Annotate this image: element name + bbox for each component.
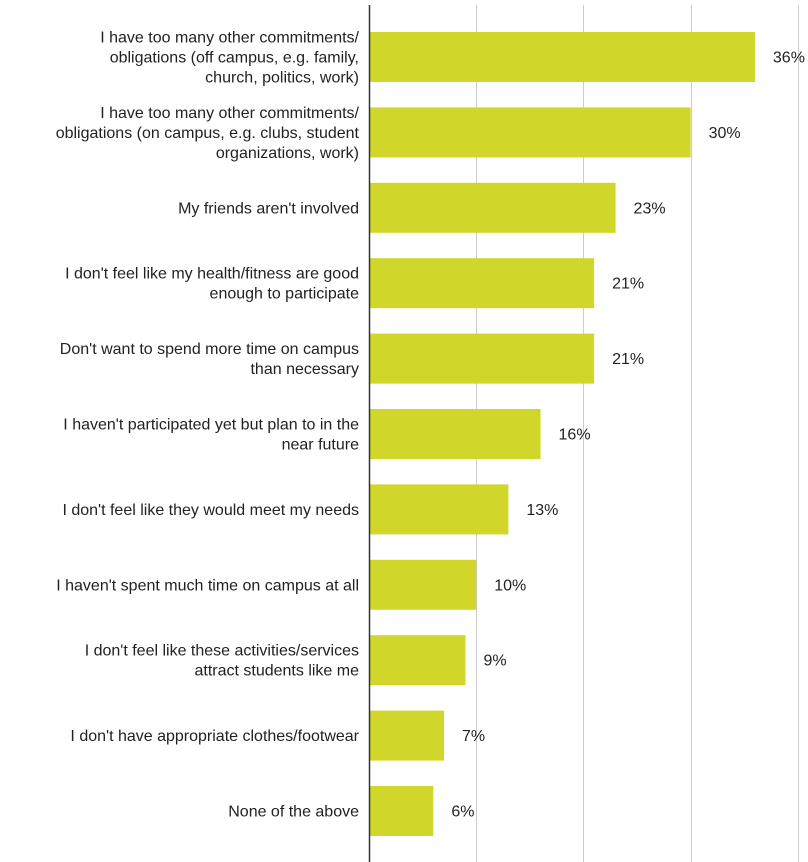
bar (369, 32, 755, 82)
bar (369, 258, 595, 309)
bar (369, 333, 595, 384)
category-label: My friends aren't involved (178, 200, 359, 217)
value-label: 7% (462, 728, 485, 745)
bar (369, 710, 445, 761)
value-label: 6% (451, 804, 474, 821)
bar (369, 559, 477, 610)
category-label: I don't have appropriate clothes/footwea… (70, 728, 359, 745)
bar (369, 635, 466, 686)
value-label: 10% (494, 577, 526, 594)
value-label: 21% (612, 351, 644, 368)
category-label: None of the above (228, 804, 359, 821)
value-label: 16% (559, 427, 591, 444)
category-label: I don't feel like they would meet my nee… (62, 502, 359, 519)
category-label: I don't feel like my health/fitness are … (65, 266, 359, 303)
bar (369, 786, 434, 836)
value-label: 36% (773, 50, 805, 67)
value-label: 30% (709, 125, 741, 142)
bar (369, 107, 691, 158)
value-label: 23% (634, 200, 666, 217)
category-label: I have too many other commitments/obliga… (100, 30, 359, 87)
bar (369, 182, 616, 233)
value-label: 21% (612, 276, 644, 293)
category-label: Don't want to spend more time on campus t… (60, 341, 359, 378)
category-label: I haven't participated yet but plan to i… (63, 417, 359, 454)
bars (369, 32, 755, 836)
bar (369, 409, 541, 459)
category-label: I have too many other commitments/obliga… (56, 105, 360, 162)
category-label: I don't feel like these activities/servi… (85, 643, 359, 680)
bar (369, 484, 509, 535)
value-labels: 36% 30% 23% 21% 21% 16% 13% 10% 9% 7% 6% (451, 50, 805, 821)
category-labels: I have too many other commitments/obliga… (56, 30, 360, 821)
category-label: I haven't spent much time on campus at a… (56, 577, 359, 594)
value-label: 9% (483, 653, 506, 670)
value-label: 13% (526, 502, 558, 519)
